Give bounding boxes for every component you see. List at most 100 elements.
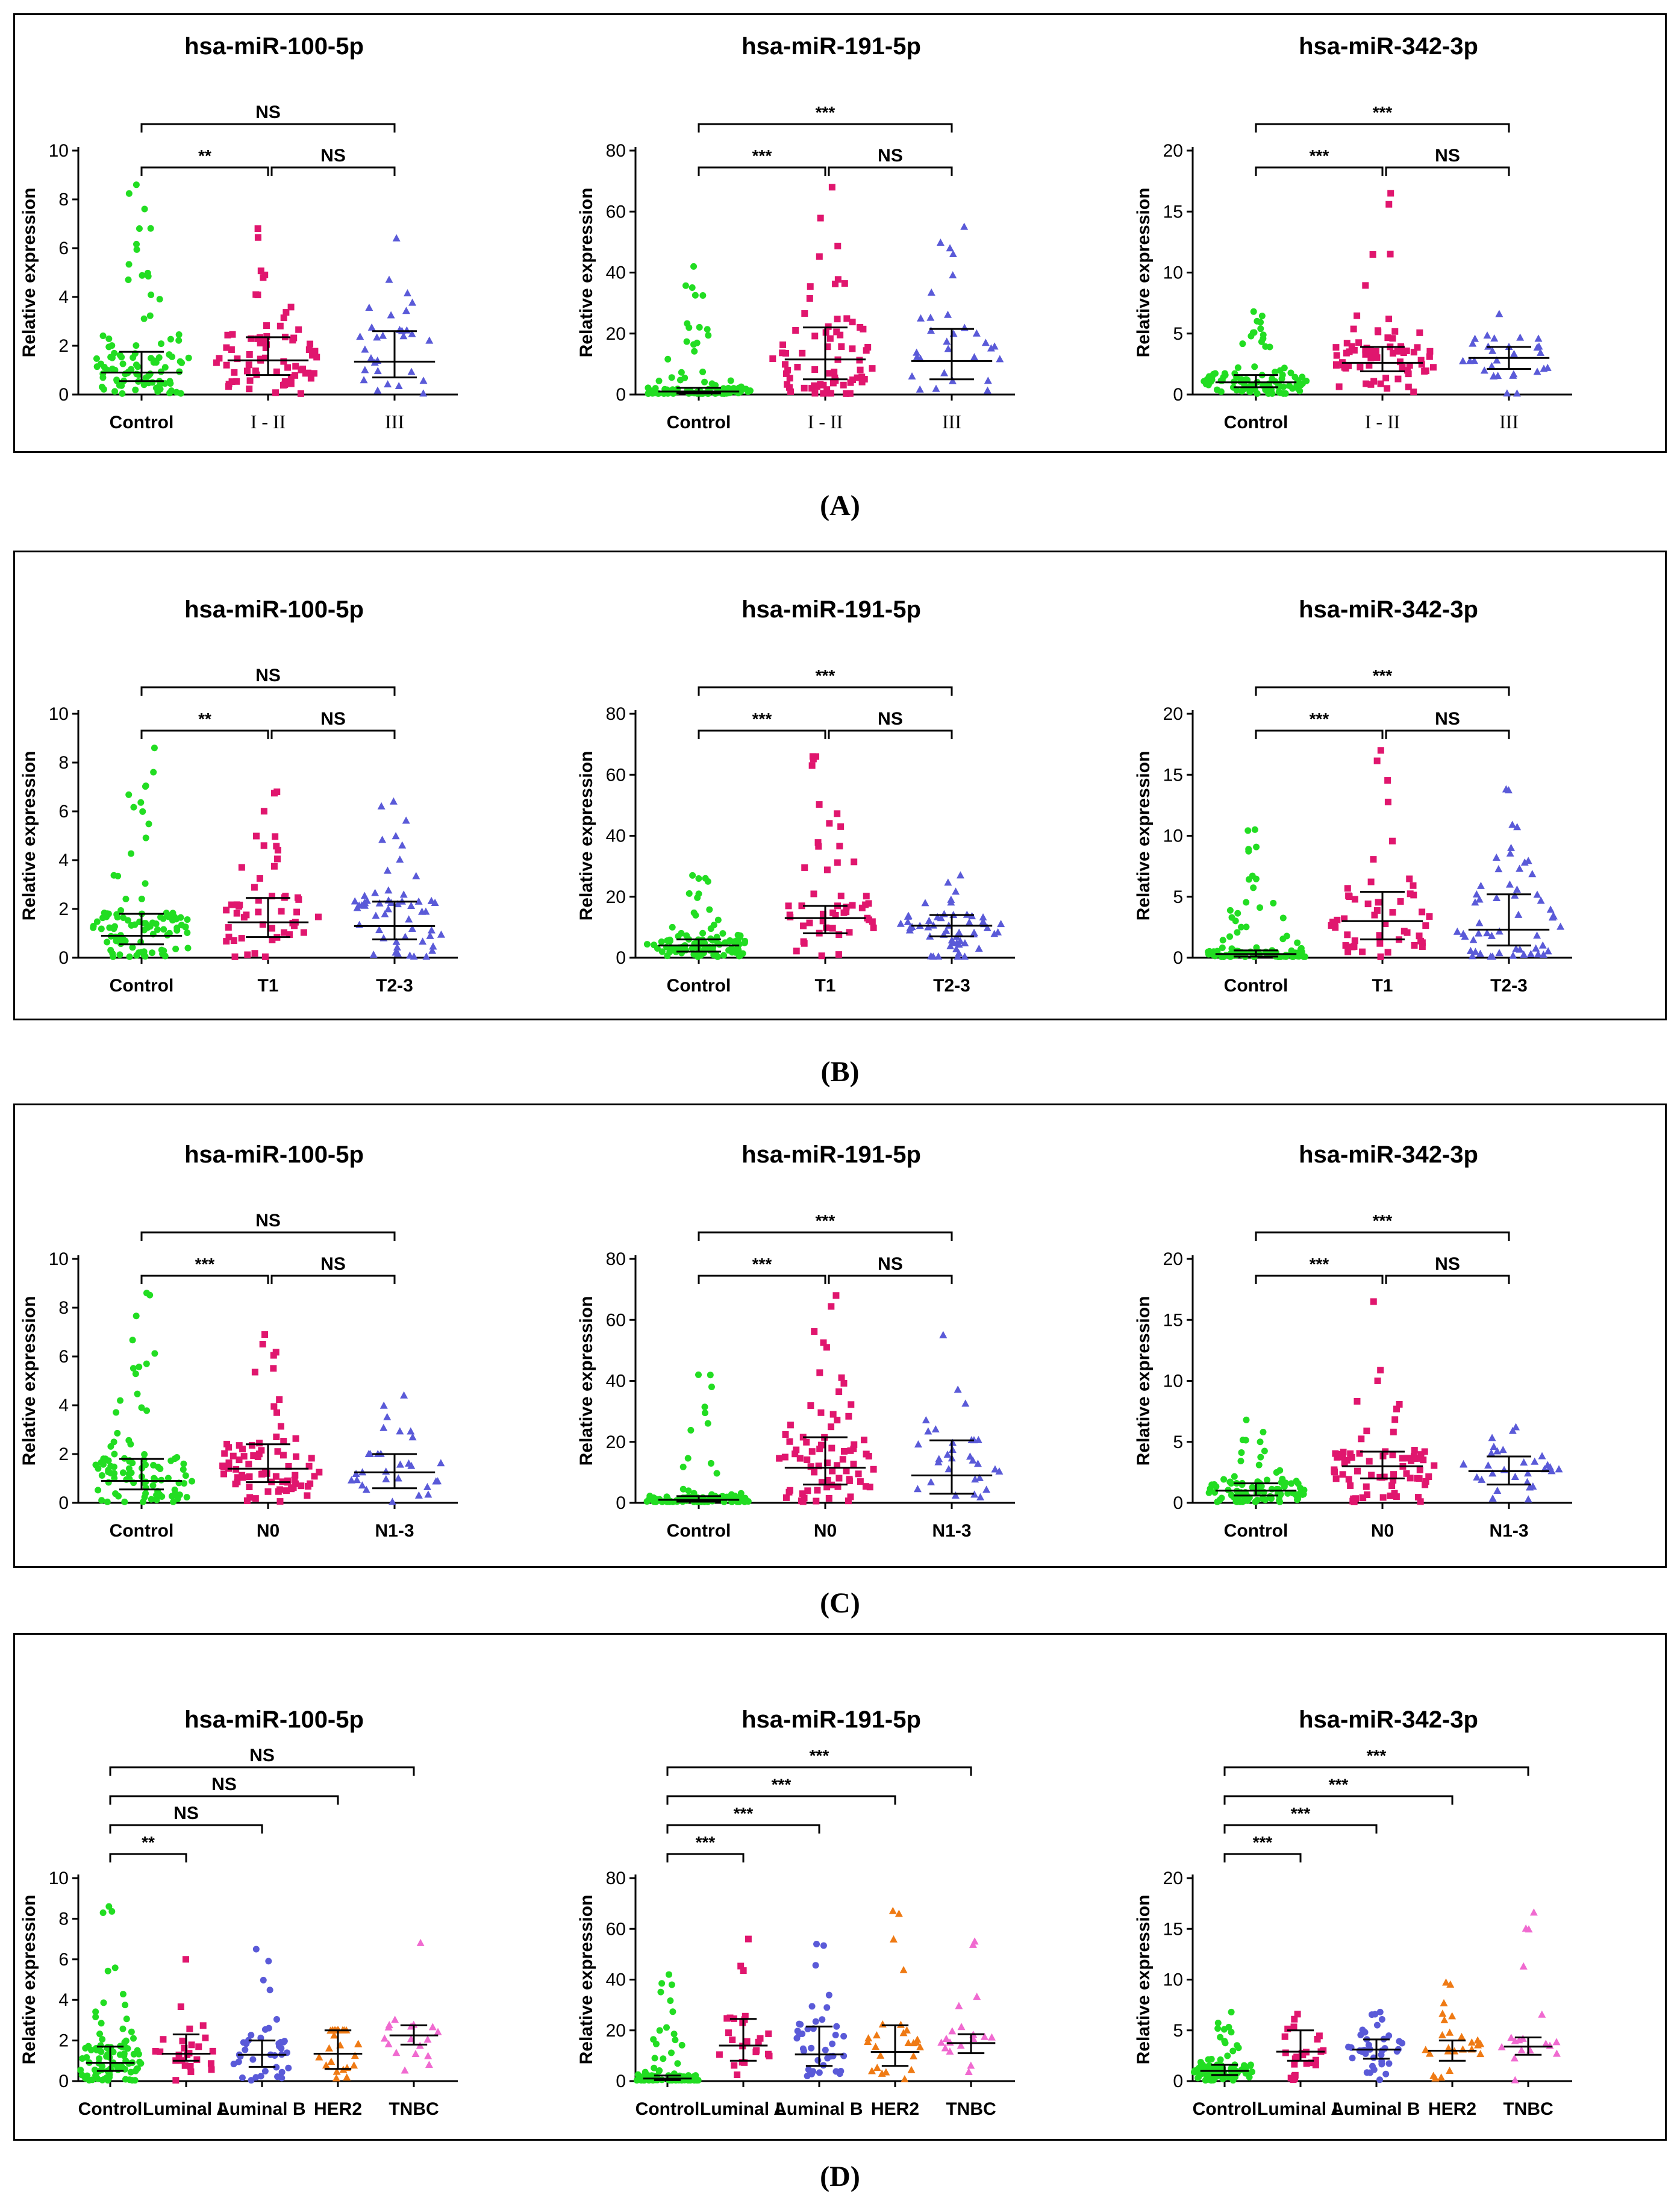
- panel-a-chart-3-point: [1272, 368, 1279, 375]
- panel-a-chart-3-point: [1389, 335, 1396, 342]
- panel-d-chart-2-point: [864, 2034, 873, 2042]
- panel-d-chart-1-bracket-label-1: NS: [173, 1803, 199, 1823]
- panel-d-chart-1-ytick-label-3: 6: [58, 1950, 69, 1970]
- panel-a-chart-3-point: [1367, 354, 1375, 361]
- panel-c-chart-2-point: [808, 1448, 816, 1455]
- panel-c-chart-2-point: [975, 1473, 984, 1481]
- panel-d-chart-2-point: [796, 2031, 803, 2038]
- panel-a-chart-1-point: [141, 205, 148, 213]
- panel-b-chart-1-point: [172, 945, 180, 952]
- panel-a-chart-1-point: [136, 225, 143, 233]
- panel-b-chart-1-point: [426, 931, 434, 939]
- panel-d-chart-2-point: [810, 2068, 817, 2075]
- panel-d-chart-1-point: [78, 2071, 86, 2079]
- panel-c-chart-1-point: [255, 1450, 263, 1458]
- panel-a-chart-1-point: [257, 340, 264, 347]
- panel-b-chart-3-point: [1234, 929, 1241, 936]
- panel-b-chart-3-xtick-label-2: T2-3: [1490, 976, 1528, 996]
- panel-d-chart-2-point: [678, 2041, 685, 2049]
- panel-b-chart-3-point: [1334, 916, 1341, 923]
- panel-a-chart-1-point: [145, 273, 152, 280]
- panel-a-chart-2-point: [769, 355, 776, 362]
- panel-b-chart-3-point: [1514, 910, 1523, 918]
- panel-c-chart-2-point: [949, 1438, 957, 1446]
- panel-d-chart-2-bracket-1: [666, 1824, 820, 1834]
- panel-a-chart-3-point: [1466, 357, 1474, 364]
- panel-d-chart-1-point: [98, 2020, 105, 2027]
- panel-d-chart-1-point: [428, 2023, 437, 2031]
- panel-a-chart-1-point: [281, 378, 289, 385]
- panel-c-chart-1-point: [125, 1465, 133, 1472]
- panel-c-chart-1-xtick-label-1: N0: [257, 1521, 279, 1541]
- panel-c-chart-1-point: [298, 1482, 305, 1490]
- panel-c-chart-2-point: [847, 1447, 854, 1454]
- panel-a-chart-1-point: [166, 389, 173, 396]
- panel-a-chart-1-point: [245, 361, 252, 369]
- panel-d-chart-1-point: [187, 2062, 194, 2070]
- panel-b-chart-1-point: [393, 943, 401, 950]
- panel-d-chart-3-point: [1431, 2074, 1440, 2082]
- panel-d-chart-2-ylabel: Relative expression: [576, 1895, 596, 2065]
- panel-b-chart-2-point: [798, 902, 805, 910]
- panel-a-chart-1-point: [233, 378, 240, 385]
- panel-a-chart-1-point: [292, 363, 299, 370]
- panel-b-chart-1-point: [233, 901, 240, 908]
- panel-b-chart-2-point: [643, 941, 651, 948]
- panel-b-chart-1-point: [104, 938, 111, 946]
- panel-d-chart-1-point: [273, 2016, 280, 2023]
- panel-a-chart-1-bracket-label-2: NS: [255, 102, 281, 122]
- panel-c-chart-3-point: [1488, 1469, 1497, 1477]
- panel-c-chart-3-point: [1279, 1475, 1286, 1482]
- panel-d-chart-3-point: [1511, 2076, 1519, 2084]
- panel-c-chart-3-point: [1546, 1463, 1554, 1471]
- panel-c-chart-2-point: [781, 1453, 788, 1461]
- panel-d-chart-3-point: [1507, 2034, 1516, 2041]
- panel-d-chart-3-point: [1224, 2052, 1231, 2059]
- panel-c-chart-3-point: [1260, 1428, 1267, 1435]
- panel-c-chart-1-point: [234, 1478, 241, 1485]
- panel-a-chart-3-point: [1510, 370, 1518, 378]
- panel-b-chart-3-point: [1476, 881, 1485, 889]
- panel-d-chart-2-point: [657, 1988, 664, 1996]
- panel-d-chart-1-point: [104, 2051, 111, 2058]
- panel-d-chart-2-point: [829, 2040, 836, 2047]
- panel-a-chart-1-point: [287, 304, 295, 311]
- panel-c-chart-3-bracket-label-1: NS: [1435, 1254, 1460, 1274]
- panel-b-chart-3-point: [1294, 939, 1301, 946]
- panel-b-chart-1-point: [273, 843, 280, 850]
- panel-d-chart-1-point: [83, 2054, 90, 2061]
- panel-c-chart-3-point: [1281, 1483, 1288, 1490]
- panel-a-chart-2-point: [832, 280, 839, 287]
- panel-c-chart-3-point: [1261, 1447, 1268, 1455]
- panel-d-chart-3-point: [1214, 2025, 1222, 2032]
- panel-a-chart-1-point: [310, 370, 317, 377]
- panel-a-chart-2-point: [782, 361, 789, 368]
- panel-b-chart-3-ytick-label-2: 10: [1163, 826, 1183, 846]
- panel-c-chart-1-point: [223, 1440, 231, 1447]
- panel-c-chart-2-point: [814, 1487, 821, 1494]
- panel-d-chart-2-point: [667, 1997, 674, 2005]
- panel-a-chart-2-point: [689, 284, 696, 291]
- panel-a-chart-1-point: [161, 364, 169, 371]
- panel-c-chart-2-point: [807, 1402, 814, 1409]
- panel-d-chart-3-point: [1476, 2050, 1485, 2058]
- panel-d-chart-2-xtick-label-3: HER2: [871, 2099, 919, 2119]
- panel-c-chart-2-point: [785, 1488, 793, 1496]
- panel-d-chart-3-point: [1448, 2012, 1457, 2020]
- panel-b-chart-1-point: [412, 872, 420, 879]
- panel-b-chart-2-point: [707, 925, 714, 932]
- panel-a-chart-2-point: [655, 377, 663, 384]
- panel-a-chart-3-point: [1234, 364, 1241, 371]
- panel-b-chart-1-point: [130, 804, 137, 811]
- panel-d-chart-1-point: [425, 2061, 433, 2068]
- panel-c-chart-1-point: [423, 1482, 431, 1490]
- panel-d-chart-1-point: [416, 1938, 425, 1946]
- panel-c-chart-3-point: [1293, 1478, 1300, 1485]
- panel-d-chart-1-point: [188, 2041, 195, 2049]
- panel-a-chart-1-point: [133, 240, 140, 248]
- panel-a-chart-1-point: [373, 367, 382, 375]
- panel-d-chart-3-title: hsa-miR-342-3p: [1299, 1706, 1478, 1733]
- panel-a-chart-3-point: [1275, 389, 1282, 396]
- panel-b-chart-1-point: [128, 922, 135, 929]
